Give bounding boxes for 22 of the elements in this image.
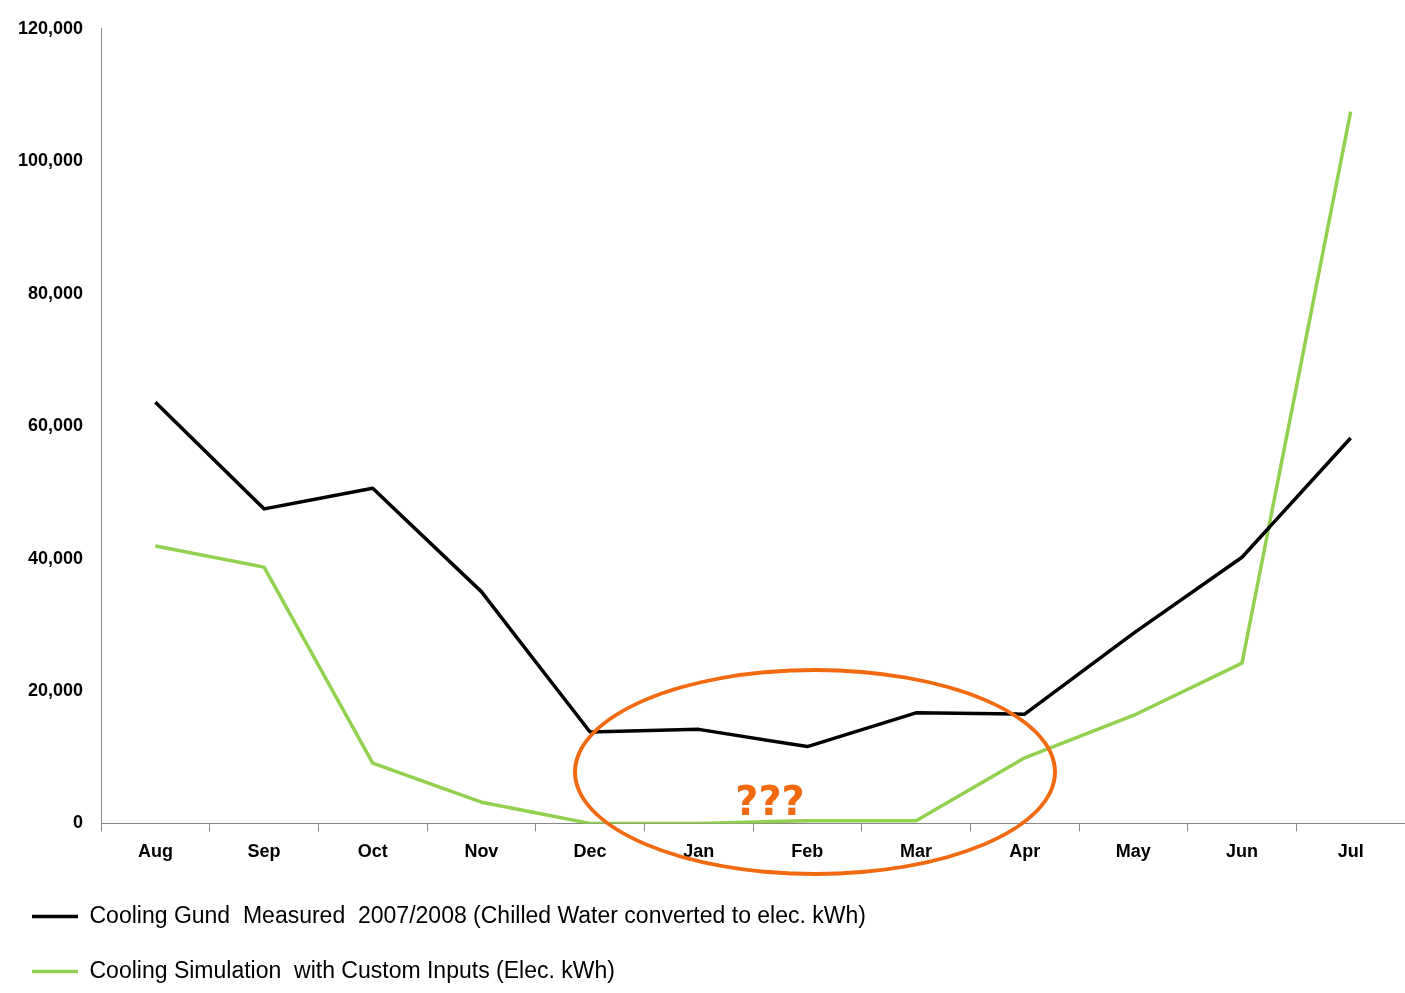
x-tick-label: Oct <box>357 841 388 862</box>
legend-label: Cooling Gund Measured 2007/2008 (Chilled Water converted to elec. kWh) <box>89 901 866 928</box>
y-tick-label: 40,000 <box>28 547 84 568</box>
annotation: ??? <box>734 778 806 824</box>
legend-label: Cooling Simulation with Custom Inputs (Elec. kWh) <box>89 956 615 983</box>
y-tick-label: 60,000 <box>28 415 84 436</box>
x-tick-label: Apr <box>1009 841 1041 862</box>
x-tick-label: Jan <box>683 841 715 862</box>
x-tick-label: Dec <box>573 841 607 862</box>
x-tick-label: Feb <box>791 841 824 862</box>
y-tick-label: 0 <box>73 812 84 833</box>
y-tick-label: 80,000 <box>28 282 84 303</box>
x-tick-label: Nov <box>464 841 499 862</box>
x-tick-label: Jul <box>1337 841 1364 862</box>
x-tick-label: May <box>1115 841 1151 862</box>
x-tick-label: Mar <box>900 841 933 862</box>
y-tick-label: 120,000 <box>17 17 84 38</box>
x-tick-label: Sep <box>247 841 281 862</box>
y-tick-label: 20,000 <box>28 679 84 700</box>
x-tick-label: Aug <box>137 841 173 862</box>
y-tick-label: 100,000 <box>17 150 84 171</box>
x-tick-label: Jun <box>1226 841 1259 862</box>
